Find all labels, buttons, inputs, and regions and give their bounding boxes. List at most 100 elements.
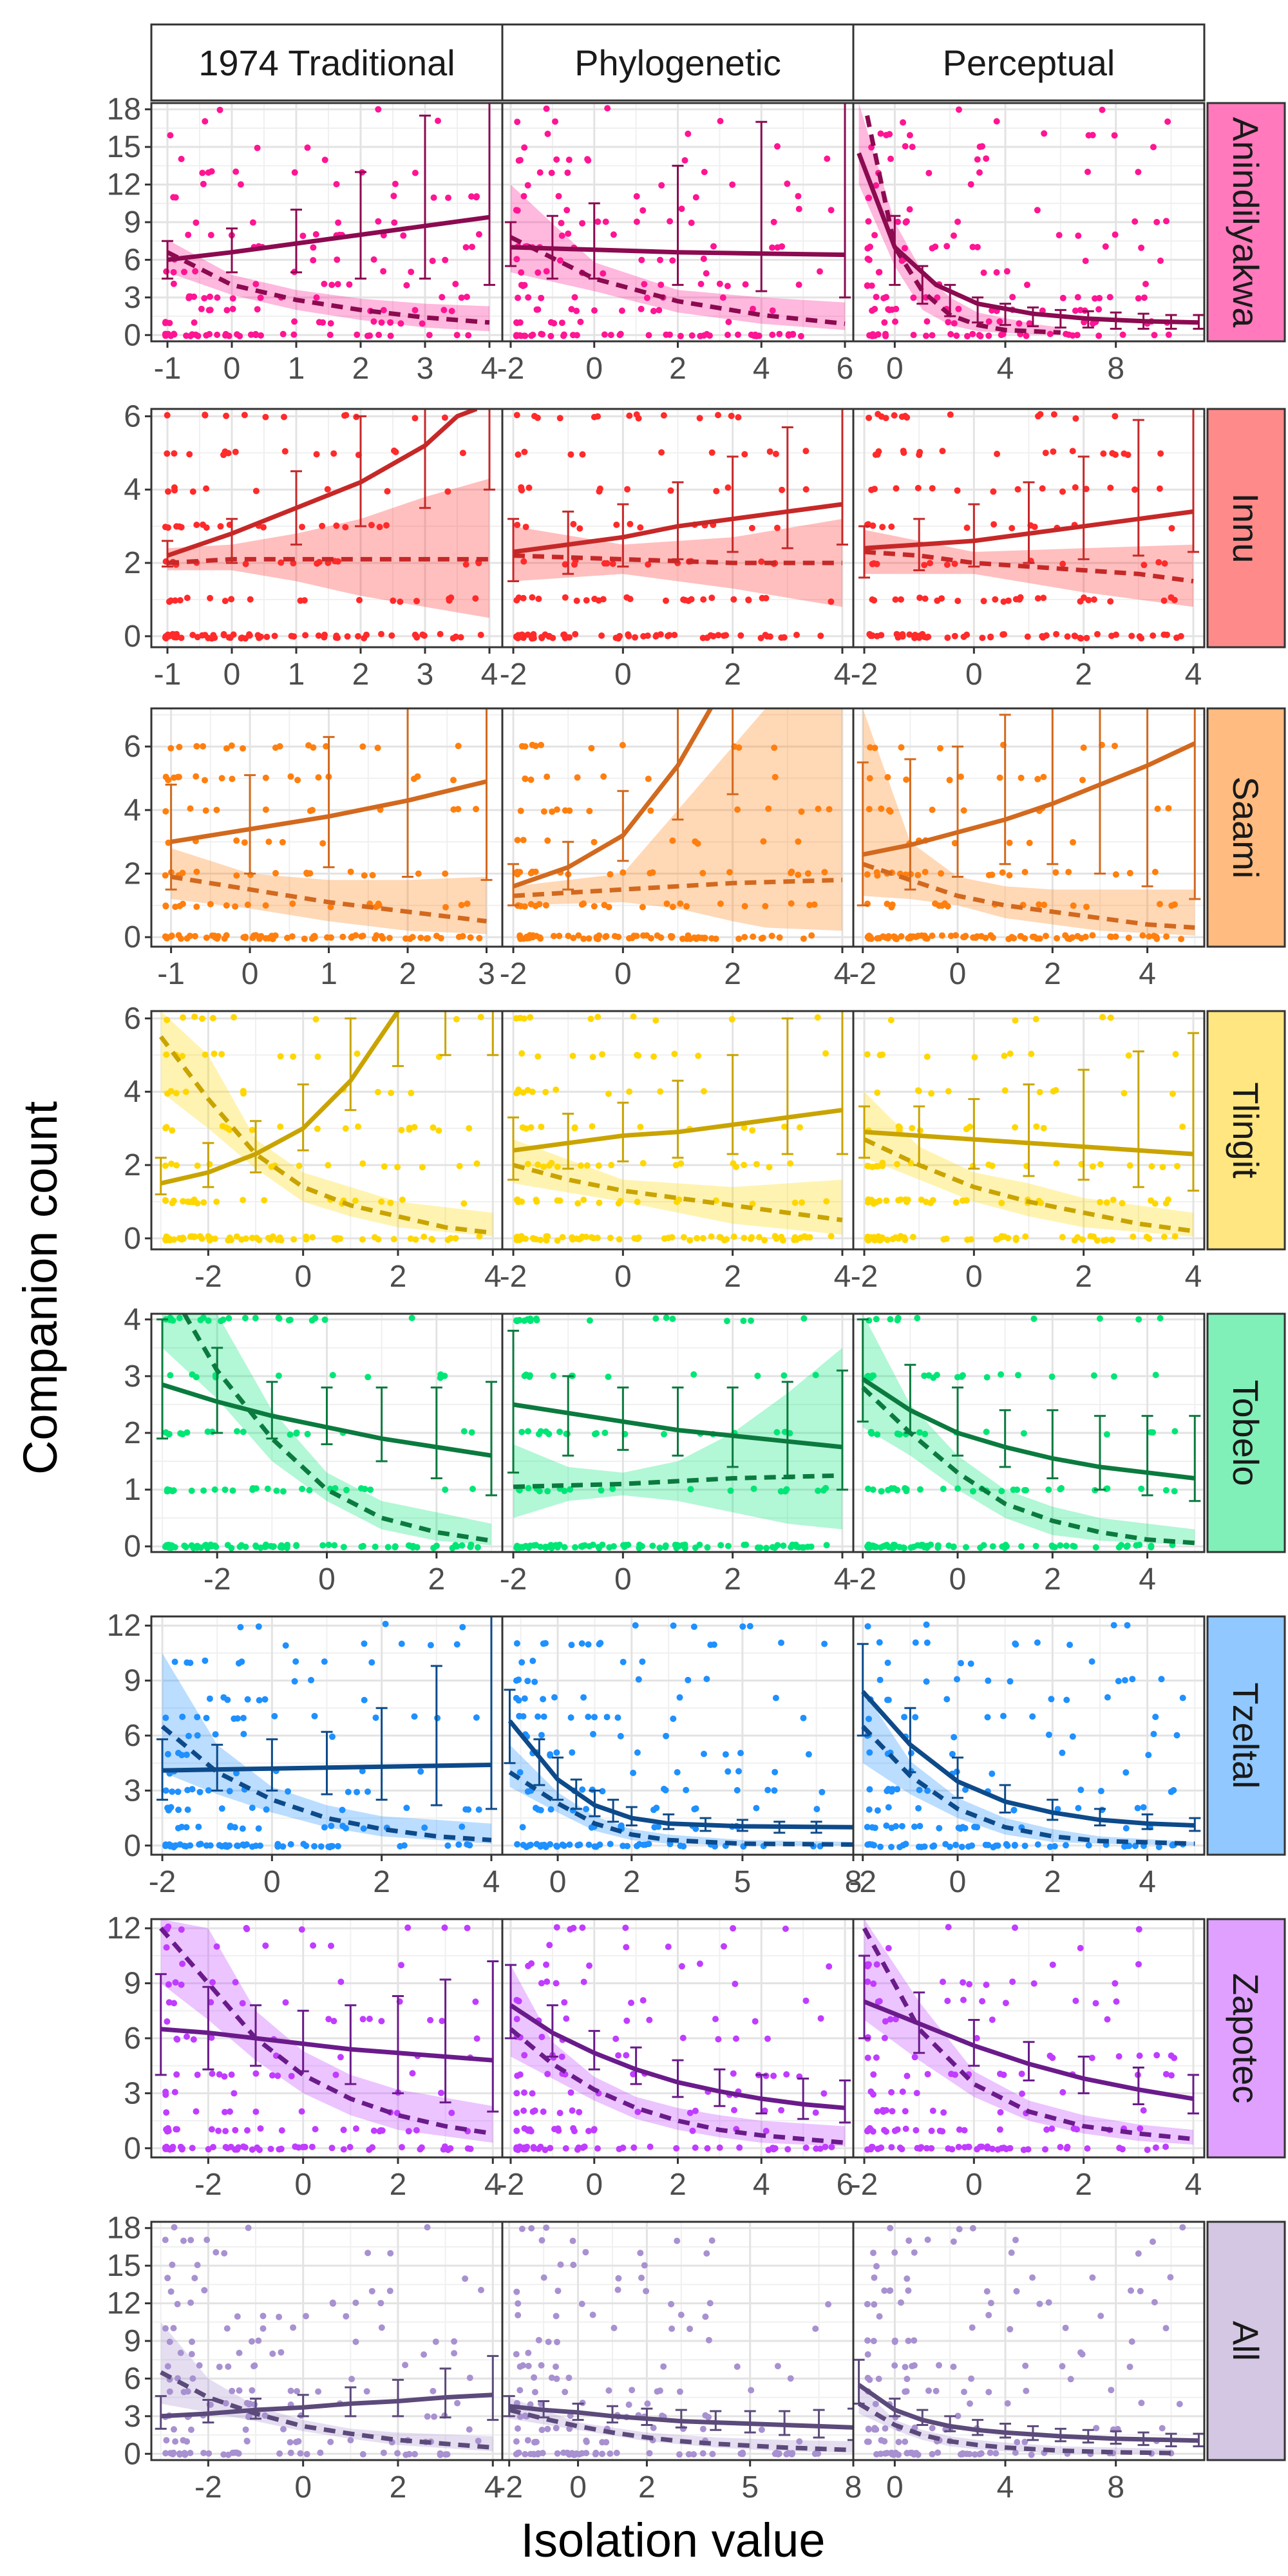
solid-fit-line bbox=[160, 1011, 400, 1186]
data-point bbox=[589, 1123, 596, 1130]
data-point bbox=[615, 2052, 622, 2059]
error-bar bbox=[726, 708, 739, 795]
data-point bbox=[173, 523, 180, 530]
data-point bbox=[915, 1843, 922, 1850]
data-point bbox=[222, 598, 229, 605]
data-point bbox=[871, 2274, 878, 2281]
data-point bbox=[576, 2108, 583, 2116]
data-point bbox=[591, 413, 598, 421]
data-point bbox=[616, 1236, 623, 1243]
x-axis: -2 0 2 4 bbox=[849, 1855, 1156, 1899]
data-point bbox=[864, 2337, 871, 2344]
error-bar bbox=[726, 1054, 739, 1155]
data-point bbox=[720, 632, 727, 639]
data-point bbox=[757, 634, 764, 641]
data-point bbox=[907, 1160, 914, 1167]
data-point bbox=[950, 1544, 957, 1551]
y-tick-label: 0 bbox=[124, 1829, 141, 1863]
data-point bbox=[634, 1749, 641, 1756]
data-point bbox=[187, 2299, 194, 2306]
data-point bbox=[741, 1162, 748, 1168]
error-bar bbox=[726, 455, 739, 553]
data-point bbox=[670, 1715, 677, 1722]
data-point bbox=[799, 1199, 806, 1206]
data-point bbox=[237, 1624, 244, 1631]
data-point bbox=[1171, 1233, 1179, 1240]
data-point bbox=[163, 933, 170, 940]
data-point bbox=[1036, 2300, 1043, 2307]
data-point bbox=[907, 1750, 914, 1757]
data-point bbox=[591, 307, 598, 314]
data-point bbox=[879, 1051, 886, 1058]
data-point bbox=[194, 2262, 201, 2269]
data-point bbox=[663, 1732, 670, 1739]
data-point bbox=[201, 295, 208, 302]
data-point bbox=[162, 2237, 169, 2244]
data-point bbox=[795, 205, 802, 213]
data-point bbox=[743, 1541, 750, 1548]
data-point bbox=[1174, 1162, 1180, 1170]
confidence-ribbon bbox=[162, 1314, 491, 1546]
data-point bbox=[207, 901, 214, 907]
data-point bbox=[299, 524, 305, 531]
data-point bbox=[514, 1841, 521, 1848]
data-point bbox=[303, 870, 310, 877]
data-point bbox=[692, 194, 699, 201]
error-bar bbox=[485, 1616, 497, 1810]
data-point bbox=[1041, 130, 1048, 137]
data-point bbox=[556, 2110, 564, 2116]
data-point bbox=[730, 1233, 737, 1240]
data-point bbox=[813, 2145, 820, 2152]
data-point bbox=[888, 1844, 895, 1850]
x-tick-label: -2 bbox=[194, 2168, 222, 2202]
data-point bbox=[974, 156, 981, 163]
data-point bbox=[594, 2145, 601, 2152]
data-point bbox=[826, 1963, 833, 1970]
data-point bbox=[406, 935, 413, 942]
error-bar bbox=[1187, 409, 1199, 553]
data-point bbox=[513, 256, 520, 263]
data-point bbox=[566, 1841, 573, 1848]
data-point bbox=[865, 2425, 872, 2432]
x-tick-label: -2 bbox=[500, 1260, 527, 1294]
x-axis: -2 0 2 4 bbox=[500, 1249, 851, 1294]
data-point bbox=[212, 1731, 219, 1738]
data-point bbox=[902, 413, 909, 419]
data-point bbox=[732, 1980, 739, 1987]
x-tick-label: 1 bbox=[288, 658, 305, 692]
data-point bbox=[535, 1161, 542, 1168]
data-point bbox=[866, 1716, 872, 1723]
data-point bbox=[780, 1542, 787, 1549]
data-point bbox=[865, 1485, 871, 1492]
column-strip-label: Perceptual bbox=[943, 43, 1115, 83]
data-point bbox=[661, 1431, 667, 1437]
data-point bbox=[515, 2300, 522, 2307]
data-point bbox=[1080, 744, 1087, 751]
data-point bbox=[518, 1050, 526, 1057]
x-axis: -1 0 1 2 3 bbox=[157, 947, 495, 991]
data-point bbox=[369, 2144, 376, 2151]
data-point bbox=[182, 1088, 189, 1095]
data-point bbox=[683, 903, 690, 910]
data-point bbox=[1075, 232, 1082, 239]
data-point bbox=[954, 1676, 960, 1683]
row-strip: Saami bbox=[1206, 707, 1286, 948]
data-point bbox=[451, 2350, 458, 2357]
data-point bbox=[252, 2070, 260, 2077]
data-point bbox=[163, 1842, 170, 1849]
data-point bbox=[311, 934, 318, 941]
data-point bbox=[291, 318, 298, 325]
column-strip: Perceptual bbox=[852, 23, 1206, 102]
data-point bbox=[983, 155, 990, 162]
data-point bbox=[328, 2145, 336, 2152]
row-strip: Innu bbox=[1206, 408, 1286, 649]
data-point bbox=[164, 2145, 171, 2152]
error-bar bbox=[1046, 1799, 1059, 1821]
data-point bbox=[516, 932, 524, 939]
data-point bbox=[692, 1825, 699, 1832]
data-point bbox=[392, 180, 399, 187]
data-point bbox=[573, 597, 580, 604]
data-point bbox=[987, 2449, 994, 2456]
data-point bbox=[1034, 775, 1041, 782]
data-point bbox=[931, 1842, 938, 1849]
